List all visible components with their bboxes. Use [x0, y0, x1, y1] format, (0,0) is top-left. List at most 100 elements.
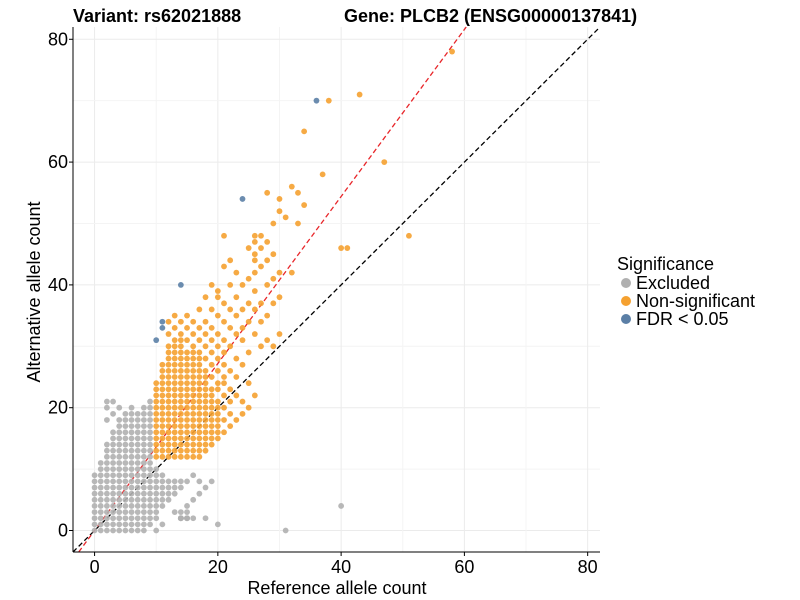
point-excluded	[122, 515, 129, 522]
point-nonsig	[184, 367, 190, 374]
point-nonsig	[214, 288, 221, 294]
point-nonsig	[153, 447, 160, 454]
point-nonsig	[449, 48, 455, 55]
point-nonsig	[190, 318, 197, 325]
point-nonsig	[165, 361, 172, 368]
point-nonsig	[208, 435, 215, 442]
point-excluded	[147, 490, 153, 497]
point-nonsig	[356, 91, 363, 98]
point-nonsig	[196, 355, 203, 362]
point-excluded	[128, 496, 135, 503]
point-nonsig	[177, 318, 184, 325]
point-excluded	[128, 429, 135, 436]
point-excluded	[165, 490, 172, 497]
point-nonsig	[202, 294, 209, 301]
point-excluded	[140, 515, 147, 522]
point-excluded	[134, 472, 141, 479]
reference-line-identity	[72, 26, 601, 553]
point-excluded	[122, 429, 129, 436]
point-nonsig	[171, 324, 178, 331]
point-excluded	[122, 478, 129, 485]
point-excluded	[140, 423, 147, 430]
point-nonsig	[208, 410, 215, 417]
point-nonsig	[165, 343, 172, 350]
point-excluded	[122, 460, 129, 466]
point-excluded	[110, 398, 116, 405]
point-excluded	[104, 509, 110, 515]
axes	[72, 27, 600, 553]
x-tick-label: 60	[454, 557, 474, 577]
point-excluded	[116, 503, 123, 509]
point-excluded	[190, 496, 197, 503]
point-nonsig	[177, 392, 184, 399]
point-excluded	[122, 466, 129, 473]
point-nonsig	[184, 398, 190, 405]
point-excluded	[134, 423, 141, 430]
point-nonsig	[190, 453, 197, 460]
point-nonsig	[276, 208, 283, 215]
point-nonsig	[159, 386, 166, 393]
point-excluded	[116, 472, 123, 479]
point-excluded	[147, 496, 153, 503]
point-excluded	[171, 490, 178, 497]
point-nonsig	[202, 447, 209, 454]
point-nonsig	[239, 398, 246, 405]
point-excluded	[122, 490, 129, 497]
point-nonsig	[171, 361, 178, 368]
point-nonsig	[177, 423, 184, 430]
point-excluded	[140, 447, 147, 454]
point-nonsig	[202, 386, 209, 393]
point-excluded	[282, 527, 289, 534]
point-excluded	[153, 503, 160, 509]
point-excluded	[122, 527, 129, 534]
point-nonsig	[258, 263, 264, 270]
point-nonsig	[190, 435, 197, 442]
point-nonsig	[221, 374, 227, 380]
point-nonsig	[202, 374, 209, 380]
point-nonsig	[196, 447, 203, 454]
point-nonsig	[264, 239, 271, 245]
point-nonsig	[177, 441, 184, 448]
point-nonsig	[264, 337, 271, 344]
point-nonsig	[202, 423, 209, 430]
point-nonsig	[165, 441, 172, 448]
point-nonsig	[196, 429, 203, 436]
point-nonsig	[190, 447, 197, 454]
point-nonsig	[208, 386, 215, 393]
point-nonsig	[171, 410, 178, 417]
x-tick-label: 0	[90, 557, 100, 577]
point-excluded	[116, 527, 123, 534]
point-nonsig	[245, 380, 252, 387]
point-nonsig	[251, 331, 258, 337]
point-nonsig	[177, 367, 184, 374]
point-excluded	[171, 478, 178, 485]
point-nonsig	[221, 349, 227, 356]
point-nonsig	[190, 410, 197, 417]
point-nonsig	[239, 337, 246, 344]
point-nonsig	[270, 251, 277, 258]
point-excluded	[91, 515, 98, 522]
point-excluded	[110, 527, 116, 534]
point-excluded	[128, 472, 135, 479]
point-nonsig	[190, 367, 197, 374]
point-excluded	[97, 466, 104, 473]
point-nonsig	[251, 269, 258, 276]
point-nonsig	[177, 331, 184, 337]
point-nonsig	[202, 380, 209, 387]
point-excluded	[140, 472, 147, 479]
point-nonsig	[196, 374, 203, 380]
point-nonsig	[233, 417, 240, 423]
point-excluded	[110, 515, 116, 522]
point-nonsig	[159, 441, 166, 448]
point-excluded	[184, 503, 190, 509]
point-nonsig	[153, 423, 160, 430]
point-nonsig	[153, 435, 160, 442]
point-excluded	[177, 509, 184, 515]
point-excluded	[110, 509, 116, 515]
point-nonsig	[208, 404, 215, 411]
y-tick-label: 40	[48, 275, 68, 295]
point-fdr	[159, 324, 166, 331]
point-nonsig	[171, 417, 178, 423]
point-excluded	[104, 478, 110, 485]
point-nonsig	[165, 367, 172, 374]
